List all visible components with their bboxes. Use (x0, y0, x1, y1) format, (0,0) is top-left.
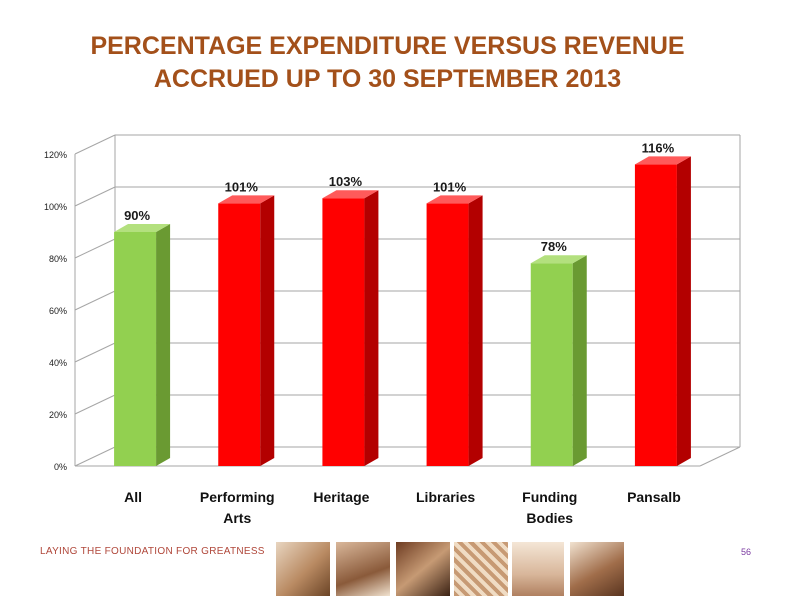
data-label: 116% (642, 140, 675, 155)
bar-front (218, 203, 261, 466)
page-number: 56 (741, 547, 752, 557)
bar-top (322, 190, 379, 199)
bar-front (530, 263, 573, 466)
bar (114, 224, 171, 466)
x-tick-label: Bodies (526, 510, 573, 526)
bar (218, 195, 275, 466)
x-tick-label: All (124, 489, 142, 505)
data-label: 90% (124, 208, 150, 223)
bar (634, 156, 691, 466)
hands-photo (276, 542, 330, 596)
pattern-photo (454, 542, 508, 596)
data-label: 101% (433, 179, 467, 194)
y-tick-label: 40% (49, 358, 67, 368)
bar-side (676, 156, 691, 466)
chart-title: PERCENTAGE EXPENDITURE VERSUS REVENUE AC… (0, 30, 775, 96)
x-tick-label: Funding (522, 489, 577, 505)
y-tick-label: 100% (44, 202, 67, 212)
gridline-depth (74, 238, 116, 259)
bar-top (634, 156, 691, 165)
y-tick-label: 60% (49, 306, 67, 316)
footer-tagline: LAYING THE FOUNDATION FOR GREATNESS (40, 546, 265, 557)
film-reel-photo (396, 542, 450, 596)
bar-side (468, 195, 483, 466)
y-tick-label: 80% (49, 254, 67, 264)
y-tick-label: 120% (44, 150, 67, 160)
x-tick-label: Pansalb (627, 489, 681, 505)
bar (426, 195, 483, 466)
bar (322, 190, 379, 466)
bar-front (426, 203, 469, 466)
x-tick-label: Libraries (416, 489, 475, 505)
bar-side (156, 224, 171, 466)
ballet-photo (512, 542, 564, 596)
bar-front (114, 232, 157, 466)
gridline-depth (74, 446, 116, 467)
x-tick-label: Arts (223, 510, 251, 526)
data-label: 101% (225, 179, 259, 194)
x-tick-label: Heritage (313, 489, 369, 505)
chart-title-line-1: PERCENTAGE EXPENDITURE VERSUS REVENUE (90, 32, 685, 60)
bar-front (322, 198, 365, 466)
gridline-depth (74, 290, 116, 311)
data-label: 103% (329, 174, 363, 189)
y-tick-label: 0% (54, 462, 67, 472)
floor-right-edge (699, 446, 741, 467)
bar-top (218, 195, 275, 204)
chart-title-line-2: ACCRUED UP TO 30 SEPTEMBER 2013 (153, 65, 622, 93)
dancers-photo (336, 542, 390, 596)
y-tick-label: 20% (49, 410, 67, 420)
bar-chart: 0% 20% 40% 60% 80% 100% 120% 90% All 101% Performi… (44, 134, 741, 526)
bar-front (634, 164, 677, 466)
gridline-depth (74, 134, 116, 155)
gridline-depth (74, 186, 116, 207)
x-tick-label: Performing (200, 489, 275, 505)
bar-side (260, 195, 275, 466)
data-label: 78% (541, 239, 567, 254)
bar-side (572, 255, 587, 466)
bar-top (426, 195, 483, 204)
saxophone-photo (570, 542, 624, 596)
bar-side (364, 190, 379, 466)
bar (530, 255, 587, 466)
gridline-depth (74, 342, 116, 363)
bar-top (530, 255, 587, 264)
gridline-depth (74, 394, 116, 415)
bar-top (114, 224, 171, 232)
